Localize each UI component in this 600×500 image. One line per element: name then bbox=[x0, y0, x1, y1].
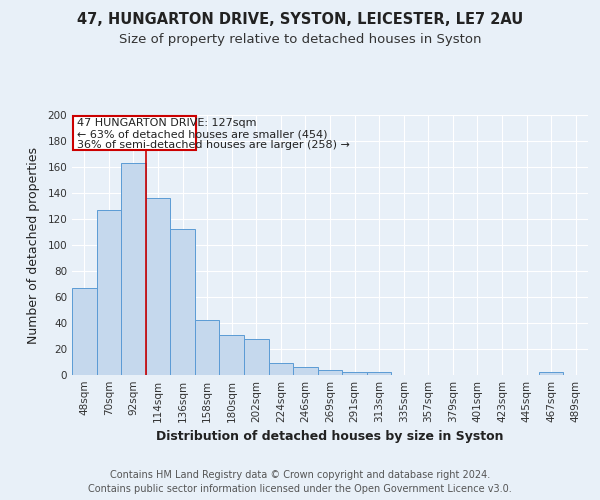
FancyBboxPatch shape bbox=[73, 116, 196, 150]
Bar bbox=[72, 288, 97, 375]
Text: Contains HM Land Registry data © Crown copyright and database right 2024.: Contains HM Land Registry data © Crown c… bbox=[110, 470, 490, 480]
Text: Contains public sector information licensed under the Open Government Licence v3: Contains public sector information licen… bbox=[88, 484, 512, 494]
Bar bbox=[342, 372, 367, 375]
Bar bbox=[97, 210, 121, 375]
Bar bbox=[146, 198, 170, 375]
X-axis label: Distribution of detached houses by size in Syston: Distribution of detached houses by size … bbox=[156, 430, 504, 444]
Bar bbox=[195, 320, 220, 375]
Bar bbox=[318, 370, 342, 375]
Bar bbox=[269, 364, 293, 375]
Text: 47 HUNGARTON DRIVE: 127sqm: 47 HUNGARTON DRIVE: 127sqm bbox=[77, 118, 256, 128]
Bar bbox=[539, 372, 563, 375]
Y-axis label: Number of detached properties: Number of detached properties bbox=[28, 146, 40, 344]
Bar bbox=[293, 367, 318, 375]
Text: 36% of semi-detached houses are larger (258) →: 36% of semi-detached houses are larger (… bbox=[77, 140, 350, 150]
Text: Size of property relative to detached houses in Syston: Size of property relative to detached ho… bbox=[119, 32, 481, 46]
Bar bbox=[220, 334, 244, 375]
Bar bbox=[244, 338, 269, 375]
Text: ← 63% of detached houses are smaller (454): ← 63% of detached houses are smaller (45… bbox=[77, 130, 328, 140]
Text: 47, HUNGARTON DRIVE, SYSTON, LEICESTER, LE7 2AU: 47, HUNGARTON DRIVE, SYSTON, LEICESTER, … bbox=[77, 12, 523, 28]
Bar bbox=[170, 230, 195, 375]
Bar bbox=[367, 372, 391, 375]
Bar bbox=[121, 163, 146, 375]
